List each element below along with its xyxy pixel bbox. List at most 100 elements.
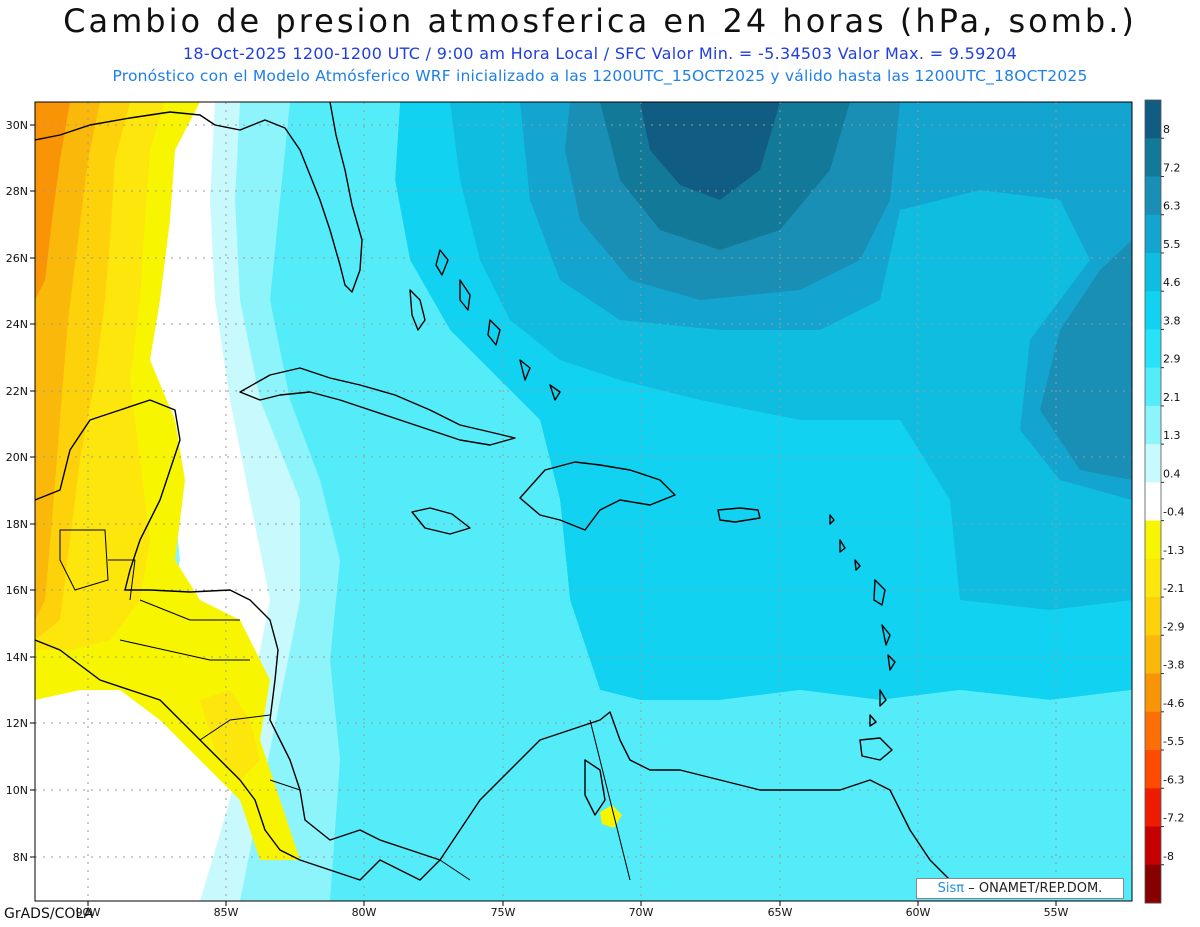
colorbar-label: -0.4 xyxy=(1163,506,1184,519)
colorbar-swatch xyxy=(1145,100,1161,139)
colorbar-swatch xyxy=(1145,673,1161,713)
colorbar-label: 0.4 xyxy=(1163,467,1181,480)
colorbar-label: 5.5 xyxy=(1163,238,1181,251)
coast-puerto-rico xyxy=(717,507,761,523)
colorbar-swatch xyxy=(1145,252,1161,292)
lat-label-20n: 20N xyxy=(6,451,28,464)
credit-text: – ONAMET/REP.DOM. xyxy=(968,881,1103,896)
map-panel xyxy=(35,102,1132,901)
colorbar-swatch xyxy=(1145,635,1161,675)
lon-label-85w: 85W xyxy=(214,906,239,919)
coast-south-america xyxy=(439,711,961,891)
lat-label-16n: 16N xyxy=(6,584,28,597)
field-blob-2 xyxy=(600,805,622,828)
colorbar-label: 3.8 xyxy=(1163,314,1181,327)
colorbar-label: 2.9 xyxy=(1163,353,1181,366)
lon-label-90w: 90W xyxy=(76,906,101,919)
sispi-logo: Sisπ xyxy=(937,881,965,896)
colorbar-swatch xyxy=(1145,788,1161,828)
lat-label-30n: 30N xyxy=(6,119,28,132)
field-band-neg-3-8 xyxy=(35,102,100,620)
lat-label-18n: 18N xyxy=(6,518,28,531)
colorbar-labels: 8 7.2 6.3 5.5 4.6 3.8 2.9 2.1 1.3 0.4 -0.4 -1.3 -2.1… xyxy=(1163,123,1184,863)
lon-label-80w: 80W xyxy=(352,906,377,919)
colorbar-swatch xyxy=(1145,214,1161,254)
colorbar-swatch xyxy=(1145,176,1161,216)
colorbar-label: -5.5 xyxy=(1163,735,1184,748)
colorbar-swatch xyxy=(1145,405,1161,445)
credit-box: Sisπ – ONAMET/REP.DOM. xyxy=(916,878,1124,899)
colorbar xyxy=(1144,99,1164,904)
borders xyxy=(59,529,631,881)
lat-label-26n: 26N xyxy=(6,252,28,265)
colorbar-label: -1.3 xyxy=(1163,544,1184,557)
colorbar-label: 1.3 xyxy=(1163,429,1181,442)
lat-label-10n: 10N xyxy=(6,784,28,797)
field-band-8-core xyxy=(640,102,780,200)
coast-lesser-antilles xyxy=(829,514,896,727)
coast-maracaibo xyxy=(584,759,606,816)
colorbar-label: 6.3 xyxy=(1163,200,1181,213)
coast-yucatan xyxy=(35,399,441,861)
colorbar-swatch xyxy=(1145,520,1161,560)
coastlines xyxy=(35,102,961,891)
colorbar-label: 8 xyxy=(1163,123,1170,136)
graticule xyxy=(35,102,1132,901)
lon-label-55w: 55W xyxy=(1044,906,1069,919)
lat-ticks xyxy=(30,124,35,858)
lon-label-70w: 70W xyxy=(629,906,654,919)
lon-label-65w: 65W xyxy=(768,906,793,919)
colorbar-label: -7.2 xyxy=(1163,812,1184,825)
colorbar-swatch xyxy=(1145,138,1161,177)
colorbar-label: -6.3 xyxy=(1163,773,1184,786)
field-band-neg-4-6 xyxy=(35,102,70,300)
colorbar-swatch xyxy=(1145,329,1161,369)
field-band-7-2-east xyxy=(1040,240,1132,480)
colorbar-swatch xyxy=(1145,367,1161,407)
colorbar-swatch xyxy=(1145,750,1161,789)
field-blob-1 xyxy=(200,690,260,780)
colorbar-swatch xyxy=(1145,444,1161,483)
map-title: Cambio de presion atmosferica en 24 hora… xyxy=(63,2,1137,40)
lon-label-75w: 75W xyxy=(491,906,516,919)
lat-label-12n: 12N xyxy=(6,717,28,730)
colorbar-swatch xyxy=(1145,711,1161,751)
coast-hispaniola xyxy=(519,461,676,531)
lat-label-24n: 24N xyxy=(6,318,28,331)
colorbar-swatch xyxy=(1145,291,1161,330)
map-frame xyxy=(34,101,1133,902)
lat-label-22n: 22N xyxy=(6,385,28,398)
colorbar-label: -4.6 xyxy=(1163,697,1184,710)
lat-label-8n: 8N xyxy=(13,851,28,864)
colorbar-label: -3.8 xyxy=(1163,659,1184,672)
model-info-line: Pronóstico con el Modelo Atmósferico WRF… xyxy=(112,67,1088,85)
coast-bahamas xyxy=(409,249,561,401)
colorbar-label: 7.2 xyxy=(1163,161,1181,174)
lon-axis: 90W 85W 80W 75W 70W 65W 60W 55W xyxy=(76,906,1069,919)
coast-pacific-central-america xyxy=(35,639,441,881)
lat-label-28n: 28N xyxy=(6,185,28,198)
lon-label-60w: 60W xyxy=(906,906,931,919)
coast-cuba xyxy=(239,367,516,446)
colorbar-label: 2.1 xyxy=(1163,391,1181,404)
colorbar-label: -8 xyxy=(1163,850,1174,863)
lat-label-14n: 14N xyxy=(6,651,28,664)
coast-trinidad xyxy=(859,737,893,761)
lat-axis: 30N 28N 26N 24N 22N 20N 18N 16N 14N 12N … xyxy=(6,119,28,864)
colorbar-label: -2.9 xyxy=(1163,620,1184,633)
valid-time-line: 18-Oct-2025 1200-1200 UTC / 9:00 am Hora… xyxy=(182,44,1018,63)
field-band-2-1 xyxy=(230,102,1132,901)
colorbar-swatch xyxy=(1145,597,1161,636)
colorbar-swatch xyxy=(1145,826,1161,866)
lon-ticks xyxy=(87,901,1057,906)
colorbar-label: 4.6 xyxy=(1163,276,1181,289)
grads-label: GrADS/COLA xyxy=(4,906,94,922)
colorbar-swatch xyxy=(1145,558,1161,598)
colorbar-frame xyxy=(1144,99,1162,904)
colorbar-swatch xyxy=(1145,864,1161,904)
coast-gulf-florida xyxy=(35,102,363,293)
colorbar-label: -2.1 xyxy=(1163,582,1184,595)
coast-jamaica xyxy=(411,507,471,535)
colorbar-swatch xyxy=(1145,482,1161,522)
